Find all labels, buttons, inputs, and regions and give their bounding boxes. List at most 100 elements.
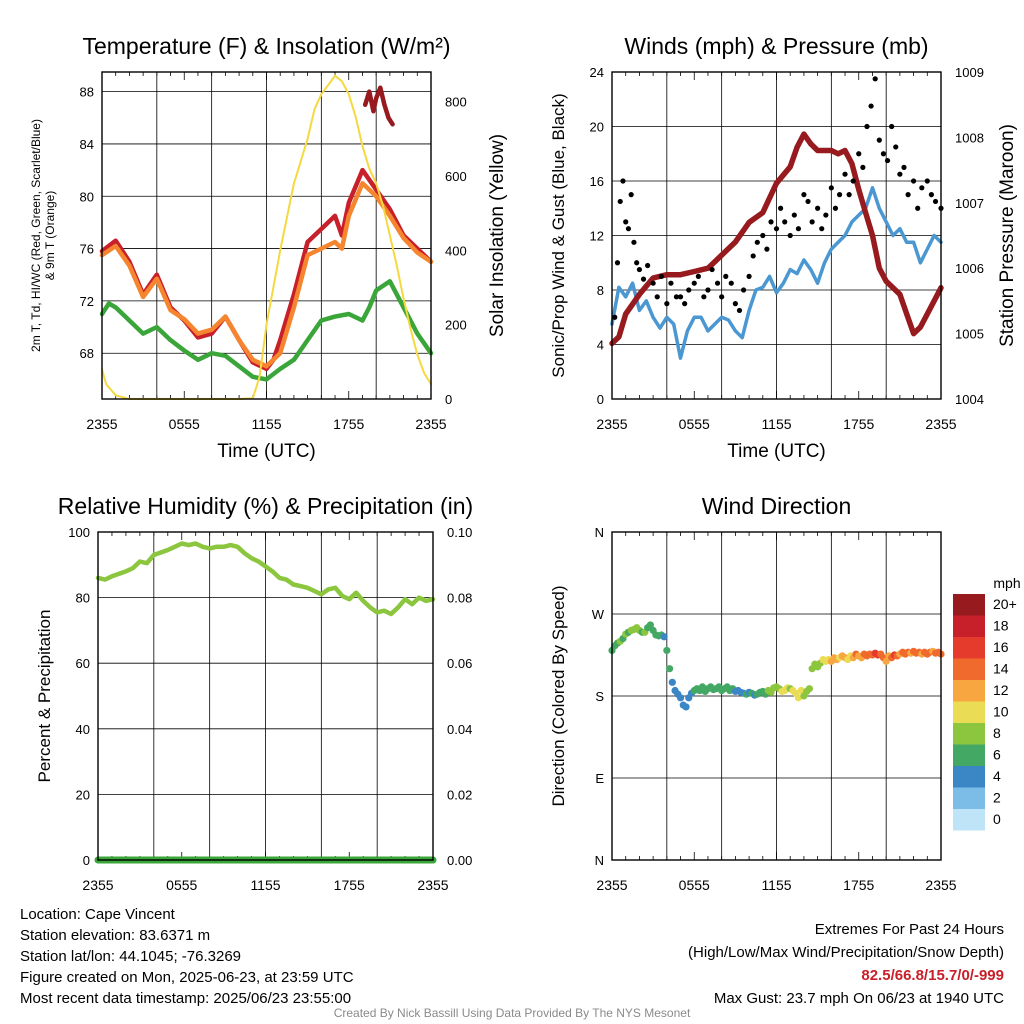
gust-point <box>846 192 852 198</box>
legend-label: 4 <box>993 768 1001 784</box>
gust-point <box>754 239 760 245</box>
direction-point <box>665 665 674 673</box>
direction-point <box>660 633 668 641</box>
latlon-text: Station lat/lon: 44.1045; -76.3269 <box>20 948 242 965</box>
direction-point <box>663 646 671 655</box>
series-pressure <box>609 131 944 347</box>
y2-tick-label: 1007 <box>955 196 984 211</box>
legend-label: 10 <box>993 704 1009 720</box>
y2-tick-label: 600 <box>445 169 467 184</box>
legend-swatch <box>953 701 985 723</box>
gust-point <box>850 178 856 184</box>
y2-tick-label: 0.06 <box>447 656 472 671</box>
extremes-subtitle: (High/Low/Max Wind/Precipitation/Snow De… <box>688 944 1004 961</box>
gust-point <box>897 171 903 177</box>
y2-tick-label: 200 <box>445 318 467 333</box>
gust-point <box>778 205 784 211</box>
legend-label: 6 <box>993 747 1001 763</box>
legend-swatch <box>953 723 985 745</box>
y2-tick-label: 800 <box>445 95 467 110</box>
gust-point <box>760 232 766 239</box>
gust-point <box>654 294 660 300</box>
gust-point <box>612 314 618 320</box>
gust-point <box>919 185 925 191</box>
gust-point <box>650 280 656 286</box>
direction-point <box>682 703 690 711</box>
x-tick-label: 0555 <box>166 877 197 893</box>
gust-point <box>617 198 623 205</box>
gust-point <box>673 294 680 300</box>
gust-point <box>928 192 935 198</box>
gust-point <box>709 266 715 273</box>
gust-point <box>714 280 721 286</box>
legend-label: 0 <box>993 811 1001 827</box>
legend-swatch <box>953 809 985 831</box>
y2-axis-label: Solar Insolation (Yellow) <box>487 134 508 337</box>
direction-point <box>668 678 676 686</box>
gust-point <box>682 301 688 307</box>
x-tick-label: 1755 <box>843 877 874 893</box>
y-tick-label: 12 <box>590 229 604 244</box>
gust-point <box>628 192 634 198</box>
direction-point <box>805 685 814 693</box>
gust-point <box>924 178 930 184</box>
x-tick-label: 2355 <box>82 877 113 893</box>
legend-label: 16 <box>993 639 1009 655</box>
legend-label: 18 <box>993 618 1009 634</box>
y-tick-label: 4 <box>597 338 604 353</box>
y-tick-label: 68 <box>80 346 94 361</box>
gust-point <box>856 151 862 157</box>
plot-frame <box>97 531 434 861</box>
gust-point <box>768 219 774 225</box>
gust-point <box>893 144 899 150</box>
x-tick-label: 2355 <box>415 416 446 432</box>
gust-point <box>746 273 752 279</box>
gust-point <box>805 198 811 205</box>
legend-swatch <box>953 744 985 766</box>
credit-text: Created By Nick Bassill Using Data Provi… <box>333 1006 691 1020</box>
series-wind <box>610 186 943 360</box>
y-axis-label: Sonic/Prop Wind & Gust (Blue, Black) <box>549 93 568 377</box>
x-tick-label: 0555 <box>679 416 710 432</box>
created-text: Figure created on Mon, 2025-06-23, at 23… <box>20 969 354 986</box>
plot-frame <box>611 531 942 861</box>
gust-point <box>787 232 793 239</box>
x-tick-label: 2355 <box>596 416 627 432</box>
gust-point <box>876 137 882 143</box>
gust-point <box>640 276 647 282</box>
chart-title: Temperature (F) & Insolation (W/m²) <box>82 33 450 59</box>
legend-swatch <box>953 766 985 788</box>
gust-point <box>701 294 707 300</box>
y2-tick-label: 1009 <box>955 65 984 80</box>
extremes-title: Extremes For Past 24 Hours <box>814 921 1004 938</box>
x-tick-label: 2355 <box>925 877 956 893</box>
y-tick-label: 24 <box>590 65 604 80</box>
gust-point <box>884 157 891 164</box>
x-tick-label: 1755 <box>333 416 364 432</box>
chart-title: Relative Humidity (%) & Precipitation (i… <box>58 493 473 519</box>
gust-point <box>764 246 770 252</box>
gust-point <box>623 219 629 225</box>
y-tick-label: 84 <box>80 137 94 152</box>
y2-tick-label: 0.04 <box>447 722 472 737</box>
gust-point <box>773 226 780 232</box>
chart-title: Wind Direction <box>702 493 852 519</box>
x-tick-label: 2355 <box>417 877 448 893</box>
gust-point <box>880 151 887 157</box>
elevation-text: Station elevation: 83.6371 m <box>20 927 211 944</box>
gust-point <box>645 262 651 269</box>
y2-axis-label: Station Pressure (Maroon) <box>997 124 1018 347</box>
recent-text: Most recent data timestamp: 2025/06/23 2… <box>20 990 352 1007</box>
y2-tick-label: 1008 <box>955 130 984 145</box>
gust-point <box>614 260 621 266</box>
legend-label: 20+ <box>993 596 1017 612</box>
y-tick-label: 76 <box>80 242 94 257</box>
y2-tick-label: 0 <box>445 392 452 407</box>
y-tick-label: 16 <box>590 174 604 189</box>
gust-point <box>801 192 807 198</box>
gust-point <box>872 76 878 82</box>
legend-label: 14 <box>993 661 1009 677</box>
legend-label: 12 <box>993 682 1009 698</box>
gust-point <box>736 307 743 314</box>
gust-point <box>728 280 734 286</box>
